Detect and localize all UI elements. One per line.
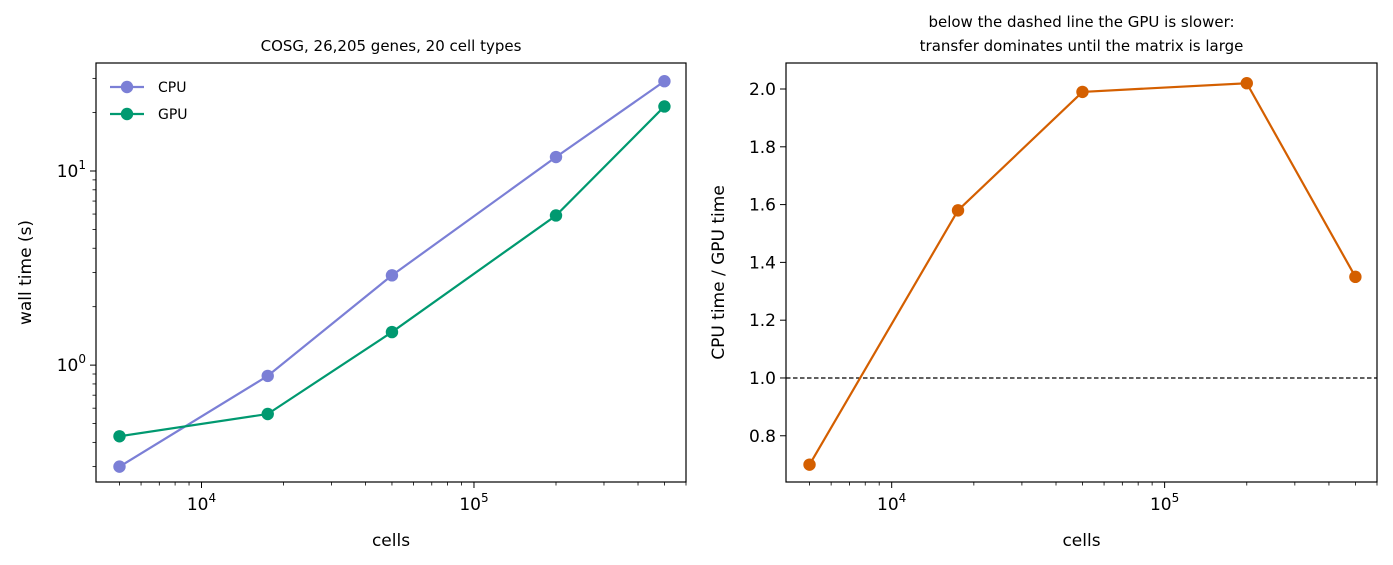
data-point <box>951 204 965 217</box>
legend-marker <box>120 107 134 121</box>
y-tick-label: 1.2 <box>749 311 776 331</box>
chart-panel-2: below the dashed line the GPU is slower:… <box>709 13 1378 551</box>
series-cpu <box>113 75 671 473</box>
legend-label: GPU <box>158 107 188 123</box>
x-tick-label: 105 <box>459 491 488 515</box>
data-point <box>549 150 563 164</box>
y-tick-label: 100 <box>57 352 86 376</box>
data-point <box>1349 270 1362 284</box>
x-tick-label: 104 <box>877 491 906 515</box>
y-tick-label: 2.0 <box>749 80 776 100</box>
legend-marker <box>120 80 134 94</box>
y-tick-label: 1.4 <box>749 253 776 273</box>
chart-panel-1: COSG, 26,205 genes, 20 cell types 104 105 1… <box>16 37 687 551</box>
data-point <box>261 369 274 383</box>
data-point <box>113 460 126 473</box>
axes-frame <box>785 62 1378 483</box>
x-axis-label: cells <box>372 531 410 551</box>
chart-title-line-1: below the dashed line the GPU is slower: <box>928 13 1234 31</box>
series-1 <box>803 77 1362 471</box>
y-tick-label: 1.0 <box>749 369 776 389</box>
legend-label: CPU <box>158 80 186 96</box>
series-line <box>808 82 1357 466</box>
y-tick-label: 1.6 <box>749 196 776 216</box>
data-point <box>261 407 274 421</box>
data-point <box>113 430 126 443</box>
data-point <box>1076 85 1089 99</box>
x-axis-label: cells <box>1062 531 1100 551</box>
series-gpu <box>113 100 671 443</box>
x-tick-label: 104 <box>187 491 216 515</box>
legend: CPU GPU <box>110 80 188 123</box>
y-tick-label: 101 <box>57 158 86 182</box>
data-point <box>549 209 563 222</box>
y-tick-label: 0.8 <box>749 427 776 447</box>
chart-title: COSG, 26,205 genes, 20 cell types <box>261 37 522 55</box>
data-point <box>385 325 399 339</box>
y-tick-label: 1.8 <box>749 138 776 158</box>
y-axis-label: wall time (s) <box>16 220 36 325</box>
data-point <box>803 458 816 471</box>
data-point <box>1240 77 1253 90</box>
y-axis-label: CPU time / GPU time <box>709 185 729 360</box>
chart-title-line-2: transfer dominates until the matrix is l… <box>920 37 1244 55</box>
data-point <box>385 269 399 282</box>
data-point <box>658 100 671 113</box>
data-point <box>658 75 671 88</box>
axes-frame <box>95 62 687 483</box>
x-tick-label: 105 <box>1150 491 1179 515</box>
